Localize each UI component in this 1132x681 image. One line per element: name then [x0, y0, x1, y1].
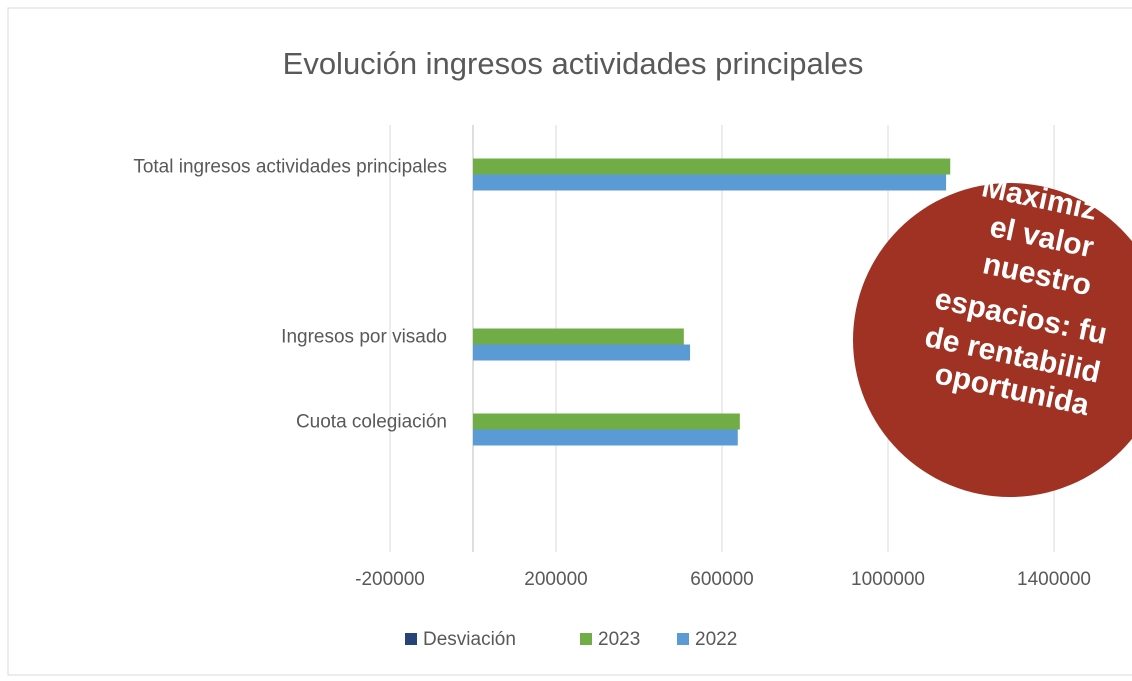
- bar: [473, 328, 684, 345]
- legend-label: Desviación: [423, 629, 516, 650]
- x-tick-label: 600000: [690, 569, 753, 590]
- y-tick-label: Cuota colegiación: [296, 412, 447, 433]
- bar: [473, 158, 951, 175]
- bar: [473, 174, 947, 191]
- y-tick-label: Total ingresos actividades principales: [133, 157, 447, 178]
- x-tick-label: 1400000: [1017, 569, 1091, 590]
- legend-swatch: [580, 633, 592, 645]
- bar: [473, 413, 740, 430]
- x-tick-label: 200000: [524, 569, 587, 590]
- x-tick-label: 1000000: [851, 569, 925, 590]
- y-tick-label: Ingresos por visado: [281, 327, 447, 348]
- legend-label: 2023: [598, 629, 640, 650]
- legend-label: 2022: [695, 629, 737, 650]
- bar: [473, 344, 691, 361]
- x-tick-label: -200000: [355, 569, 425, 590]
- badge-circle: [853, 183, 1132, 497]
- bar: [473, 429, 738, 446]
- chart-title: Evolución ingresos actividades principal…: [283, 46, 864, 81]
- legend-swatch: [677, 633, 689, 645]
- legend-swatch: [405, 633, 417, 645]
